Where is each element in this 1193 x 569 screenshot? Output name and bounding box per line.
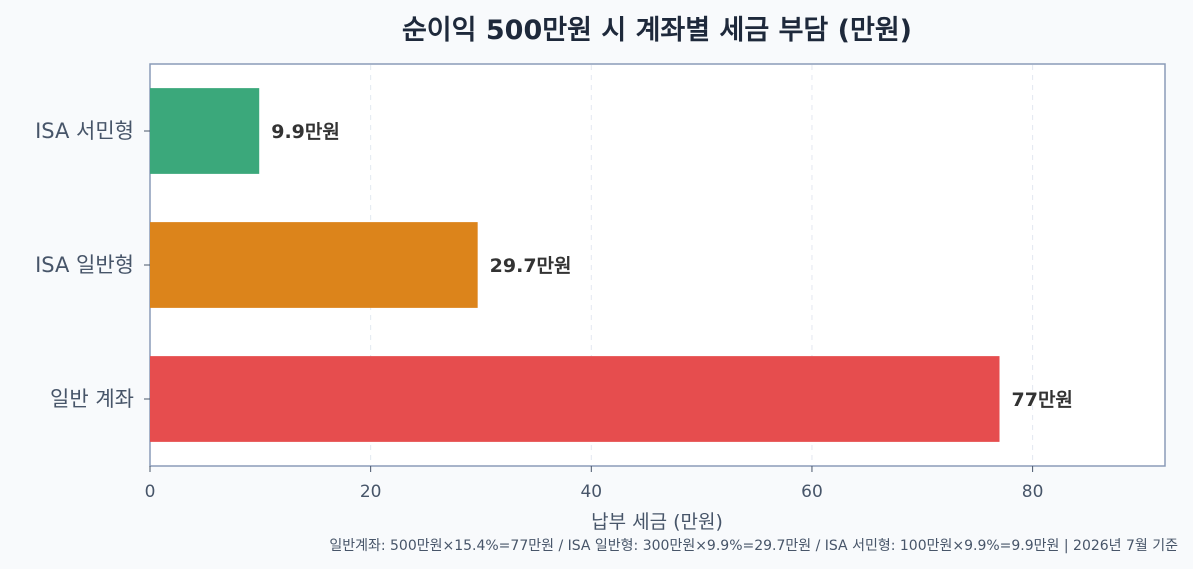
x-tick-label: 60 [801, 482, 823, 502]
bar [150, 222, 478, 308]
y-category-label: 일반 계좌 [50, 387, 134, 411]
y-category-label: ISA 일반형 [35, 253, 134, 277]
chart-footnote: 일반계좌: 500만원×15.4%=77만원 / ISA 일반형: 300만원×… [329, 538, 1178, 554]
x-tick-label: 20 [360, 482, 382, 502]
bar-value-label: 77만원 [1012, 389, 1073, 411]
x-tick-label: 80 [1022, 482, 1044, 502]
x-tick-label: 0 [145, 482, 156, 502]
bar [150, 88, 260, 174]
x-tick-label: 40 [580, 482, 602, 502]
y-category-label: ISA 서민형 [35, 119, 134, 143]
x-axis-label: 납부 세금 (만원) [591, 511, 723, 533]
bars: 9.9만원 29.7만원 77만원 [150, 88, 1073, 442]
chart-title: 순이익 500만원 시 계좌별 세금 부담 (만원) [402, 15, 912, 46]
bar [150, 356, 1000, 442]
bar-value-label: 9.9만원 [271, 121, 340, 143]
bar-value-label: 29.7만원 [490, 255, 572, 277]
